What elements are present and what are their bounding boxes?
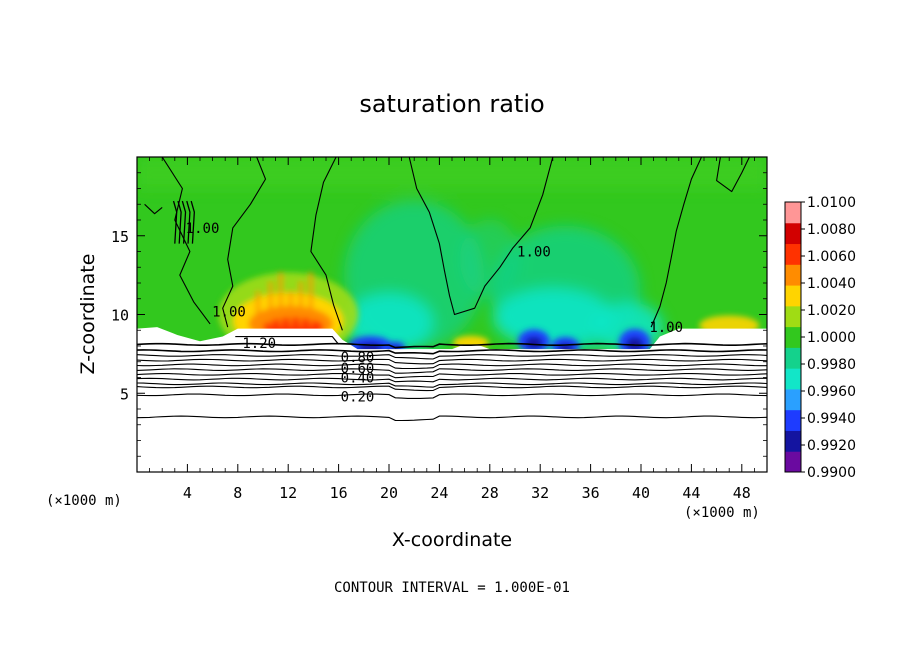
contour-line	[161, 157, 211, 325]
field-streak	[255, 290, 260, 326]
x-tick-label: 36	[582, 484, 600, 502]
contour-line	[137, 342, 767, 349]
contour-label: 0.60	[341, 361, 375, 377]
contour-line	[137, 354, 767, 360]
contour-line	[716, 157, 750, 193]
contour-line	[222, 157, 267, 328]
contour-label: 1.00	[517, 245, 551, 261]
field-streak	[308, 271, 313, 326]
contour-line	[186, 200, 191, 244]
x-tick-label: 4	[183, 484, 192, 502]
contour-lines	[137, 157, 767, 422]
saturation-field	[137, 157, 767, 472]
x-tick-label: 12	[279, 484, 297, 502]
x-tick-label: 32	[531, 484, 549, 502]
contour-label: 1.00	[186, 221, 220, 237]
x-tick-label: 40	[632, 484, 650, 502]
colorbar-swatch	[785, 326, 801, 348]
contour-line	[235, 335, 340, 345]
colorbar-swatch	[785, 368, 801, 390]
y-tick-label: 5	[120, 385, 129, 403]
colorbar-tick-label: 0.9900	[807, 465, 856, 481]
colorbar-tick-label: 1.0020	[807, 303, 856, 319]
field-blue-core	[525, 336, 543, 349]
colorbar-tick-label: 1.0000	[807, 330, 856, 346]
colorbar-tick-label: 0.9920	[807, 438, 856, 454]
contour-line	[650, 157, 703, 328]
colorbar-swatch	[785, 202, 801, 224]
contour-labels: 1.20 0.800.600.40 0.20 1.00 1.00 1.00 1.00	[186, 221, 683, 406]
plot-area	[137, 157, 767, 472]
colorbar-swatch	[785, 243, 801, 265]
x-tick-label: 16	[330, 484, 348, 502]
contour-label: 0.20	[341, 389, 375, 405]
contour-label: 1.00	[212, 304, 246, 320]
contour-label: 0.80	[341, 350, 375, 366]
colorbar: 1.0100 1.0080 1.0060 1.0040 1.0020 1.0000 0.99…	[784, 195, 856, 481]
z-units-label: (×1000 m)	[46, 493, 122, 509]
x-tick-label: 20	[380, 484, 398, 502]
contour-line	[137, 382, 767, 388]
contour-line	[137, 349, 767, 355]
field-green-top	[137, 157, 767, 189]
field-undersaturated	[137, 327, 767, 472]
contour-line	[137, 363, 767, 370]
colorbar-tick-label: 1.0040	[807, 276, 856, 292]
contour-label: 0.40	[341, 371, 375, 387]
contour-line	[137, 385, 767, 392]
contour-line	[137, 393, 767, 399]
field-streak	[298, 281, 303, 326]
chart-title: saturation ratio	[359, 90, 544, 118]
field-streak	[288, 290, 293, 326]
colorbar-swatch	[785, 285, 801, 307]
colorbar-swatch	[785, 305, 801, 328]
contour-line	[190, 200, 195, 244]
contour-line	[137, 373, 767, 379]
colorbar-tick-label: 1.0060	[807, 249, 856, 265]
y-tick-label: 15	[111, 228, 129, 246]
colorbar-tick-label: 0.9960	[807, 384, 856, 400]
colorbar-tick-label: 0.9980	[807, 357, 856, 373]
field-cyan-b	[492, 287, 613, 348]
x-units-label: (×1000 m)	[684, 505, 760, 521]
field-streak	[268, 281, 273, 326]
contour-label: 1.20	[242, 336, 276, 352]
x-tick-label: 44	[682, 484, 700, 502]
contour-line	[144, 203, 163, 215]
colorbar-swatch	[785, 430, 801, 452]
contour-line	[137, 415, 767, 422]
colorbar-swatch	[785, 451, 801, 473]
y-tick-label: 10	[111, 307, 129, 325]
x-axis-label: X-coordinate	[392, 529, 512, 551]
contour-line	[172, 200, 178, 244]
contour-label: 1.00	[649, 320, 683, 336]
contour-line	[177, 200, 182, 244]
x-tick-label: 28	[481, 484, 499, 502]
contour-line	[181, 200, 187, 244]
colorbar-tick-label: 1.0100	[807, 195, 856, 211]
contour-line	[137, 377, 767, 383]
contour-line	[310, 157, 343, 331]
y-axis-label: Z-coordinate	[77, 254, 99, 375]
x-tick-label: 48	[733, 484, 751, 502]
colorbar-swatch	[785, 222, 801, 245]
contour-interval-note: CONTOUR INTERVAL = 1.000E-01	[334, 580, 570, 596]
field-streak	[278, 271, 283, 326]
colorbar-swatch	[785, 264, 801, 286]
contour-line	[137, 358, 767, 365]
colorbar-swatch	[785, 409, 801, 431]
x-tick-label: 24	[430, 484, 448, 502]
colorbar-tick-label: 1.0080	[807, 222, 856, 238]
field-teal-mid	[459, 219, 520, 300]
x-tick-label: 8	[233, 484, 242, 502]
colorbar-tick-label: 0.9940	[807, 411, 856, 427]
contour-line	[408, 157, 554, 316]
contour-line	[137, 368, 767, 374]
colorbar-swatch	[785, 347, 801, 369]
colorbar-swatch	[785, 388, 801, 411]
